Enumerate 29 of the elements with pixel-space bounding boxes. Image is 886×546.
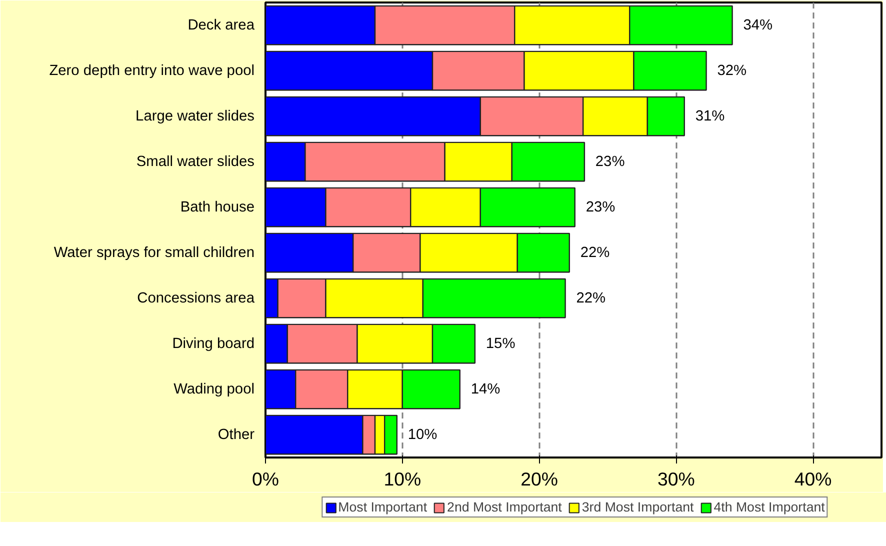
y-tick-label: Small water slides [136, 154, 255, 170]
y-tick-label: Wading pool [174, 381, 255, 398]
total-label: 23% [595, 154, 625, 170]
legend-label: Most Important [338, 500, 428, 514]
y-tick-label: Concessions area [137, 290, 256, 306]
x-tick-label: 20% [520, 468, 558, 490]
total-label: 23% [586, 199, 616, 216]
y-tick-label: Bath house [180, 199, 254, 216]
legend-label: 3rd Most Important [582, 500, 694, 514]
total-label: 15% [486, 336, 516, 352]
x-tick-label: 10% [384, 468, 422, 490]
x-tick-label: 0% [252, 468, 279, 490]
legend-label: 4th Most Important [714, 500, 825, 514]
y-tick-label: Zero depth entry into wave pool [49, 62, 255, 79]
legend-label: 2nd Most Important [447, 500, 562, 514]
x-tick-label: 30% [657, 468, 695, 490]
total-label: 22% [580, 244, 610, 261]
total-label: 31% [695, 108, 725, 124]
total-label: 14% [470, 381, 500, 398]
y-tick-label: Other [218, 426, 255, 443]
total-label: 10% [408, 426, 438, 443]
y-tick-label: Diving board [172, 336, 255, 352]
total-label: 32% [717, 62, 747, 79]
total-label: 34% [743, 17, 773, 34]
y-tick-label: Deck area [188, 17, 256, 34]
total-label: 22% [576, 290, 606, 306]
y-tick-label: Large water slides [136, 108, 255, 124]
x-tick-label: 40% [794, 468, 832, 490]
y-tick-label: Water sprays for small children [54, 244, 255, 261]
